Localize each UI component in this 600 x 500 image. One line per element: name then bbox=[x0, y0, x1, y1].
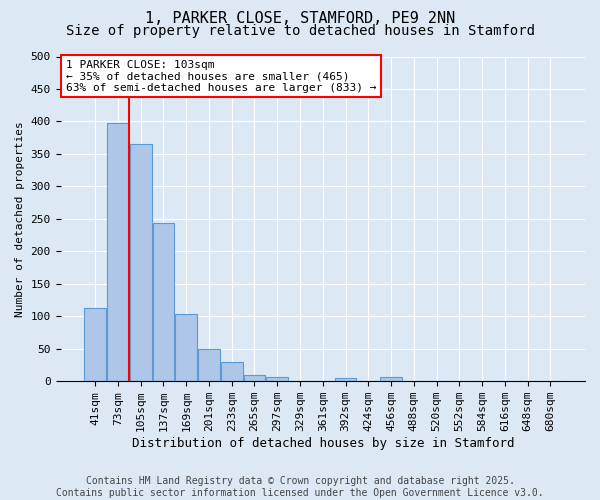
Bar bbox=[221, 362, 242, 381]
Text: Contains HM Land Registry data © Crown copyright and database right 2025.
Contai: Contains HM Land Registry data © Crown c… bbox=[56, 476, 544, 498]
Bar bbox=[85, 308, 106, 381]
Bar bbox=[175, 314, 197, 381]
Bar bbox=[335, 378, 356, 381]
Text: 1, PARKER CLOSE, STAMFORD, PE9 2NN: 1, PARKER CLOSE, STAMFORD, PE9 2NN bbox=[145, 11, 455, 26]
X-axis label: Distribution of detached houses by size in Stamford: Distribution of detached houses by size … bbox=[131, 437, 514, 450]
Bar bbox=[107, 124, 129, 381]
Text: 1 PARKER CLOSE: 103sqm
← 35% of detached houses are smaller (465)
63% of semi-de: 1 PARKER CLOSE: 103sqm ← 35% of detached… bbox=[66, 60, 376, 93]
Bar bbox=[152, 224, 174, 381]
Bar bbox=[266, 376, 288, 381]
Bar bbox=[289, 380, 311, 381]
Bar bbox=[380, 376, 402, 381]
Bar bbox=[130, 144, 152, 381]
Bar bbox=[244, 376, 265, 381]
Bar bbox=[517, 380, 538, 381]
Y-axis label: Number of detached properties: Number of detached properties bbox=[15, 121, 25, 316]
Text: Size of property relative to detached houses in Stamford: Size of property relative to detached ho… bbox=[65, 24, 535, 38]
Bar bbox=[426, 380, 448, 381]
Bar bbox=[198, 349, 220, 381]
